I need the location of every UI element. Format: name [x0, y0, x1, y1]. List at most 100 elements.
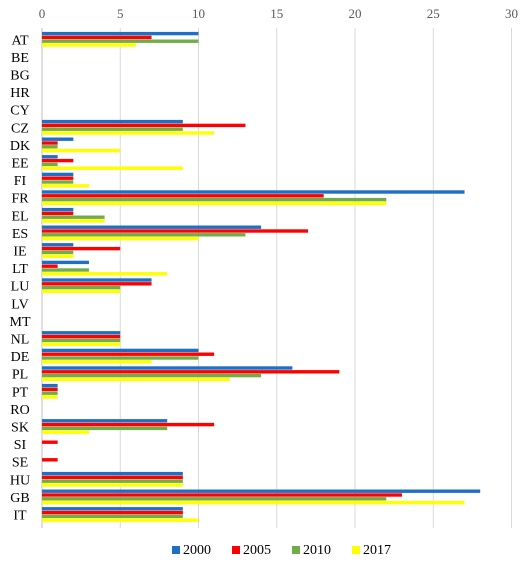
- bar-LT-2010: [42, 268, 89, 272]
- category-label: ES: [12, 227, 28, 242]
- category-label: NL: [11, 333, 30, 348]
- category-label: HR: [10, 86, 30, 101]
- x-tick-label: 0: [39, 6, 46, 21]
- bar-HU-2005: [42, 475, 183, 480]
- bar-AT-2017: [42, 43, 136, 47]
- bar-FR-2005: [42, 194, 324, 198]
- bar-EE-2010: [42, 162, 58, 167]
- bar-EE-2005: [42, 158, 74, 163]
- category-label: FR: [11, 192, 29, 207]
- x-axis-ticks: 0 5 10 15 20 25 30: [39, 6, 518, 21]
- bar-EL-2017: [42, 219, 105, 223]
- bars: [42, 31, 481, 522]
- bar-CZ-2000: [42, 119, 183, 124]
- legend-swatch: [292, 546, 300, 554]
- legend-label: 2017: [363, 543, 391, 558]
- legend-label: 2005: [243, 543, 271, 558]
- category-label: RO: [10, 403, 29, 418]
- category-label: LV: [11, 297, 28, 312]
- legend: 2000 2005 2010 2017: [172, 543, 391, 558]
- category-label: SI: [14, 438, 27, 453]
- bar-EL-2000: [42, 207, 74, 212]
- bar-LU-2017: [42, 289, 121, 294]
- category-label: BE: [11, 51, 29, 66]
- bar-DK-2010: [42, 145, 58, 149]
- bar-LU-2010: [42, 285, 121, 290]
- bar-DE-2017: [42, 360, 152, 364]
- bar-SK-2017: [42, 430, 89, 434]
- bar-SI-2005: [42, 440, 58, 444]
- bar-LT-2000: [42, 260, 89, 265]
- bar-FI-2005: [42, 176, 74, 180]
- category-label: GB: [10, 491, 29, 506]
- bar-IT-2017: [42, 518, 199, 522]
- bar-PL-2010: [42, 373, 262, 378]
- bar-IT-2005: [42, 510, 183, 515]
- bar-AT-2000: [42, 31, 199, 36]
- gridlines: [41, 28, 512, 528]
- bar-IT-2000: [42, 507, 183, 511]
- bar-EE-2017: [42, 166, 183, 170]
- bar-PL-2017: [42, 377, 230, 382]
- bar-GB-2000: [42, 489, 481, 493]
- category-label: HU: [10, 473, 30, 488]
- bar-PT-2017: [42, 395, 58, 399]
- category-label: SK: [11, 421, 29, 436]
- bar-IE-2000: [42, 243, 74, 247]
- legend-label: 2000: [183, 543, 211, 558]
- bar-IE-2005: [42, 246, 121, 251]
- legend-swatch: [352, 546, 360, 554]
- bar-DK-2017: [42, 148, 121, 153]
- bar-FI-2010: [42, 180, 74, 184]
- legend-swatch: [232, 546, 240, 554]
- bar-ES-2010: [42, 233, 246, 237]
- category-label: AT: [11, 33, 29, 48]
- bar-LT-2005: [42, 264, 58, 268]
- x-tick-label: 5: [117, 6, 124, 21]
- bar-ES-2017: [42, 236, 199, 241]
- bar-ES-2005: [42, 229, 309, 233]
- bar-DE-2010: [42, 356, 199, 360]
- bar-AT-2010: [42, 39, 199, 43]
- x-tick-label: 30: [505, 6, 518, 21]
- bar-DE-2005: [42, 352, 215, 356]
- category-label: MT: [10, 315, 31, 330]
- bar-NL-2017: [42, 342, 121, 346]
- legend-label: 2010: [303, 543, 331, 558]
- bar-PL-2005: [42, 370, 340, 374]
- bar-PT-2000: [42, 383, 58, 388]
- bar-FR-2000: [42, 190, 465, 194]
- bar-PT-2010: [42, 391, 58, 395]
- category-label: FI: [14, 174, 27, 189]
- bar-NL-2000: [42, 331, 121, 335]
- bar-GB-2010: [42, 497, 387, 501]
- bar-DE-2000: [42, 348, 199, 353]
- bar-IE-2017: [42, 254, 74, 258]
- bar-SE-2005: [42, 458, 58, 462]
- bar-FI-2017: [42, 184, 89, 188]
- bar-EL-2005: [42, 211, 74, 216]
- category-label: LT: [12, 262, 28, 277]
- bar-FR-2017: [42, 201, 387, 206]
- category-label: BG: [10, 69, 29, 84]
- bar-DK-2000: [42, 137, 74, 141]
- bar-FI-2000: [42, 172, 74, 177]
- legend-swatch: [172, 546, 180, 554]
- category-label: PT: [12, 385, 29, 400]
- bar-IE-2010: [42, 250, 74, 255]
- bar-CZ-2010: [42, 127, 183, 131]
- category-label: CZ: [11, 121, 29, 136]
- category-label: EE: [11, 157, 28, 172]
- bar-ES-2000: [42, 225, 262, 229]
- bar-NL-2005: [42, 334, 121, 339]
- category-label: IE: [13, 245, 26, 260]
- category-labels: AT BE BG HR CY CZ DK EE FI FR EL ES IE LT LU LV MT NL DE PL…: [10, 33, 31, 523]
- x-tick-label: 20: [349, 6, 362, 21]
- bar-PT-2005: [42, 387, 58, 392]
- bar-AT-2005: [42, 35, 152, 40]
- bar-LU-2000: [42, 278, 152, 282]
- bar-HU-2010: [42, 479, 183, 483]
- category-label: PL: [12, 368, 28, 383]
- x-tick-label: 10: [192, 6, 205, 21]
